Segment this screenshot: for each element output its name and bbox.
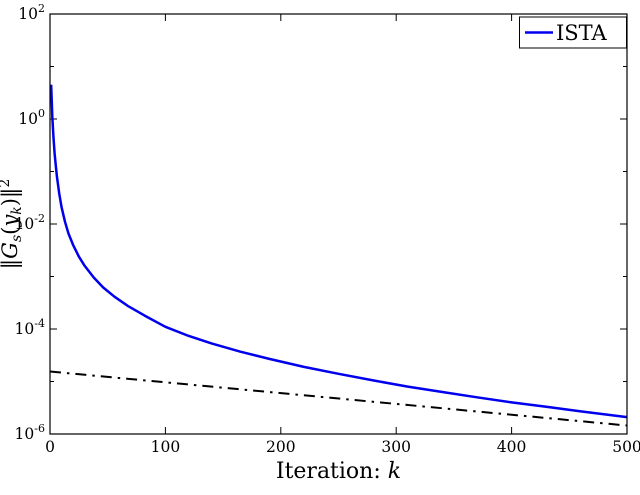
- legend-label: ISTA: [556, 21, 608, 45]
- x-tick-label: 300: [381, 438, 411, 456]
- ista-line: [49, 84, 628, 419]
- x-tick-label: 0: [45, 438, 55, 456]
- reference-dashdot-line: [49, 370, 628, 427]
- x-axis-label: Iteration: k: [276, 459, 401, 484]
- y-tick-label: 100: [18, 107, 45, 128]
- x-tick-label: 500: [612, 438, 640, 456]
- x-tick-label: 100: [151, 438, 181, 456]
- y-tick-label: 10-2: [15, 212, 45, 233]
- axes-box: [49, 13, 628, 435]
- legend-box: [519, 16, 627, 49]
- x-tick-label: 200: [266, 438, 296, 456]
- y-tick-label: 102: [18, 2, 45, 23]
- y-axis-label: ‖Gs(yk)‖2: [0, 179, 25, 270]
- plot-background: [50, 14, 627, 434]
- y-tick-label: 10-6: [15, 422, 45, 443]
- x-tick-label: 400: [497, 438, 527, 456]
- legend: ISTA: [519, 16, 627, 49]
- y-tick-label: 10-4: [15, 317, 45, 338]
